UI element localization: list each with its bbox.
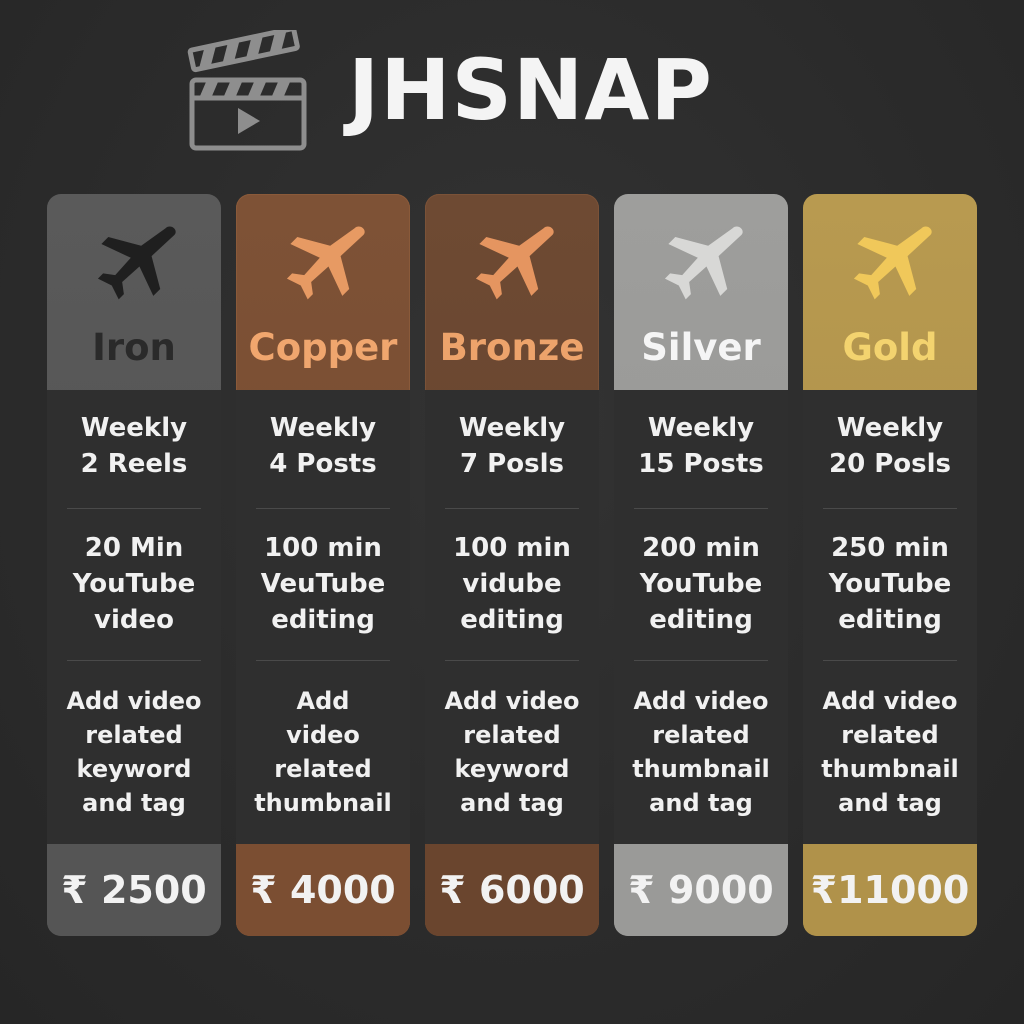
plan-features: Weekly 20 Posls 250 min YouTube editing … (803, 390, 977, 844)
plan-price: ₹ 6000 (439, 868, 585, 912)
airplane-icon (664, 226, 743, 300)
plan-features: Weekly 15 Posts 200 min YouTube editing … (614, 390, 788, 844)
plan-card-copper[interactable]: Copper Weekly 4 Posts 100 min VeuTube ed… (236, 194, 410, 936)
feature-posts: Weekly 20 Posls (828, 413, 951, 479)
divider (823, 660, 957, 661)
divider (67, 660, 201, 661)
price-box: ₹ 2500 (47, 844, 221, 936)
plan-name: Copper (248, 326, 398, 369)
brand-title: JHSNAP (348, 41, 713, 139)
divider (823, 508, 957, 509)
plan-features: Weekly 2 Reels 20 Min YouTube video Add … (47, 390, 221, 844)
plan-card-silver[interactable]: Silver Weekly 15 Posts 200 min YouTube e… (614, 194, 788, 936)
plan-price: ₹11000 (810, 868, 970, 912)
plan-price: ₹ 9000 (628, 868, 774, 912)
plan-header: Iron (47, 194, 221, 390)
feature-youtube: 250 min YouTube editing (828, 533, 952, 635)
header: JHSNAP (0, 30, 1024, 160)
feature-extras: Add video related keyword and tag (66, 687, 202, 817)
divider (445, 660, 579, 661)
feature-youtube: 100 min VeuTube editing (260, 533, 386, 635)
feature-youtube: 20 Min YouTube video (72, 533, 196, 635)
plan-features: Weekly 7 Posls 100 min vidube editing Ad… (425, 390, 599, 844)
feature-extras: Add video related thumbnail and tag (821, 687, 959, 817)
feature-extras: Add video related keyword and tag (444, 687, 580, 817)
divider (67, 508, 201, 509)
plan-header: Silver (614, 194, 788, 390)
price-box: ₹ 9000 (614, 844, 788, 936)
plan-name: Gold (842, 326, 938, 369)
price-box: ₹ 6000 (425, 844, 599, 936)
plan-price: ₹ 4000 (250, 868, 396, 912)
feature-posts: Weekly 7 Posls (458, 413, 566, 479)
divider (634, 508, 768, 509)
divider (256, 660, 390, 661)
clapperboard-play-icon (187, 30, 307, 151)
plan-name: Bronze (439, 326, 585, 369)
feature-youtube: 200 min YouTube editing (639, 533, 763, 635)
plan-features: Weekly 4 Posts 100 min VeuTube editing A… (236, 390, 410, 844)
feature-extras: Add video related thumbnail and tag (632, 687, 770, 817)
plan-header: Copper (236, 194, 410, 390)
airplane-icon (97, 226, 176, 300)
divider (634, 660, 768, 661)
divider (256, 508, 390, 509)
airplane-icon (475, 226, 554, 300)
plan-header: Gold (803, 194, 977, 390)
plan-card-gold[interactable]: Gold Weekly 20 Posls 250 min YouTube edi… (803, 194, 977, 936)
airplane-icon (286, 226, 365, 300)
price-box: ₹ 4000 (236, 844, 410, 936)
feature-posts: Weekly 4 Posts (269, 413, 377, 479)
feature-extras: Add video related thumbnail (254, 687, 392, 817)
pricing-cards: Iron Weekly 2 Reels 20 Min YouTube video… (47, 194, 977, 936)
feature-youtube: 100 min vidube editing (453, 533, 571, 635)
plan-card-bronze[interactable]: Bronze Weekly 7 Posls 100 min vidube edi… (425, 194, 599, 936)
plan-name: Silver (641, 326, 761, 369)
plan-header: Bronze (425, 194, 599, 390)
feature-posts: Weekly 15 Posts (638, 413, 764, 479)
price-box: ₹11000 (803, 844, 977, 936)
plan-price: ₹ 2500 (61, 868, 207, 912)
airplane-icon (853, 226, 932, 300)
feature-posts: Weekly 2 Reels (80, 413, 188, 479)
divider (445, 508, 579, 509)
plan-card-iron[interactable]: Iron Weekly 2 Reels 20 Min YouTube video… (47, 194, 221, 936)
plan-name: Iron (92, 326, 176, 369)
